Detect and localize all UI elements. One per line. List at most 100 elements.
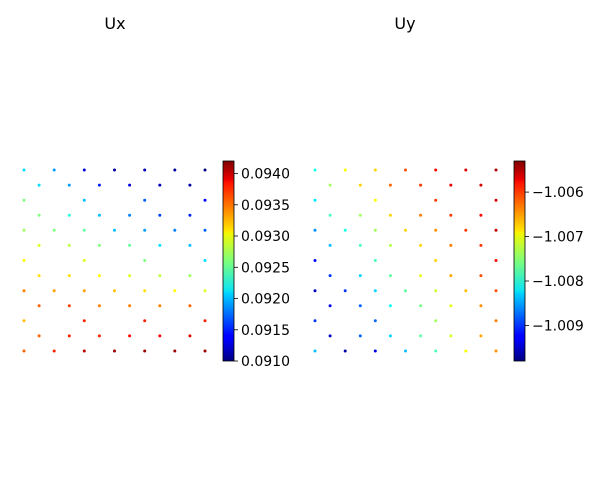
data-point <box>52 228 56 232</box>
data-point <box>128 213 132 217</box>
data-point <box>22 349 26 353</box>
data-point <box>143 289 147 293</box>
colorbar-gradient-ux <box>222 160 235 362</box>
colorbar-uy: −1.006 −1.007 −1.008 −1.009 <box>513 160 584 362</box>
data-point <box>143 319 147 323</box>
colorbar-tick-label: 0.0920 <box>241 292 290 308</box>
data-point <box>449 183 453 187</box>
data-point <box>82 198 86 202</box>
data-point <box>143 228 147 232</box>
data-point <box>82 259 86 262</box>
data-point <box>143 198 147 202</box>
data-point <box>22 168 26 172</box>
scatter-points-ux <box>22 168 207 353</box>
data-point <box>494 349 498 353</box>
panel-uy: Uy −1.006 −1.007 −1.008 −1.009 <box>313 14 584 362</box>
data-point <box>434 259 438 262</box>
colorbar-tick-label: 0.0930 <box>241 229 290 245</box>
data-point <box>328 213 332 217</box>
data-point <box>434 319 438 323</box>
colorbar-tick-label: 0.0925 <box>241 260 290 276</box>
data-point <box>479 274 483 278</box>
data-point <box>22 228 26 232</box>
data-point <box>143 349 147 353</box>
data-point <box>22 259 26 262</box>
data-point <box>464 228 468 232</box>
data-point <box>388 304 392 308</box>
data-point <box>358 274 362 278</box>
data-point <box>328 304 332 308</box>
data-point <box>373 259 377 262</box>
data-point <box>358 304 362 308</box>
colorbar-gradient-uy <box>513 160 526 362</box>
data-point <box>343 349 347 353</box>
data-point <box>67 334 71 338</box>
data-point <box>373 319 377 323</box>
data-point <box>388 274 392 278</box>
data-point <box>313 228 317 232</box>
data-point <box>434 289 438 293</box>
data-point <box>82 349 86 353</box>
data-point <box>373 349 377 353</box>
data-point <box>404 228 407 232</box>
data-point <box>128 183 132 187</box>
data-point <box>373 168 377 172</box>
colorbar-tick-label: −1.007 <box>532 230 584 246</box>
data-point <box>173 289 177 293</box>
data-point <box>22 198 26 202</box>
data-point <box>328 274 332 278</box>
data-point <box>373 198 377 202</box>
data-point <box>203 198 207 202</box>
data-point <box>313 259 317 262</box>
scatter-points-uy <box>313 168 498 353</box>
chart-title-ux: Ux <box>104 14 125 33</box>
data-point <box>97 334 101 338</box>
data-point <box>203 319 207 323</box>
data-point <box>404 349 407 353</box>
data-point <box>128 243 132 247</box>
data-point <box>203 259 207 262</box>
colorbar-tick-label: −1.008 <box>532 274 584 290</box>
data-point <box>188 274 192 278</box>
data-point <box>494 198 498 202</box>
data-point <box>67 213 71 217</box>
data-point <box>97 183 101 187</box>
data-point <box>143 168 147 172</box>
data-point <box>158 274 162 278</box>
data-point <box>67 274 71 278</box>
data-point <box>203 289 207 293</box>
data-point <box>37 243 41 247</box>
data-point <box>464 349 468 353</box>
data-point <box>419 213 423 217</box>
data-point <box>388 334 392 338</box>
data-point <box>449 213 453 217</box>
data-point <box>173 228 177 232</box>
data-point <box>203 349 207 353</box>
data-point <box>404 289 407 293</box>
data-point <box>343 228 347 232</box>
colorbar-ux: 0.0910 0.0915 0.0920 0.0925 0.0930 0.0935 0.09… <box>222 160 290 370</box>
data-point <box>22 289 26 293</box>
data-point <box>313 168 317 172</box>
data-point <box>479 334 483 338</box>
data-point <box>449 274 453 278</box>
data-point <box>203 168 207 172</box>
data-point <box>494 228 498 232</box>
data-point <box>67 304 71 308</box>
data-point <box>113 289 116 293</box>
data-point <box>82 228 86 232</box>
data-point <box>313 198 317 202</box>
data-point <box>188 183 192 187</box>
data-point <box>113 228 116 232</box>
data-point <box>388 243 392 247</box>
data-point <box>67 243 71 247</box>
data-point <box>373 228 377 232</box>
data-point <box>358 183 362 187</box>
data-point <box>188 243 192 247</box>
data-point <box>97 274 101 278</box>
data-point <box>373 289 377 293</box>
data-point <box>328 183 332 187</box>
data-point <box>358 213 362 217</box>
colorbar-tick-label: 0.0935 <box>241 198 290 214</box>
